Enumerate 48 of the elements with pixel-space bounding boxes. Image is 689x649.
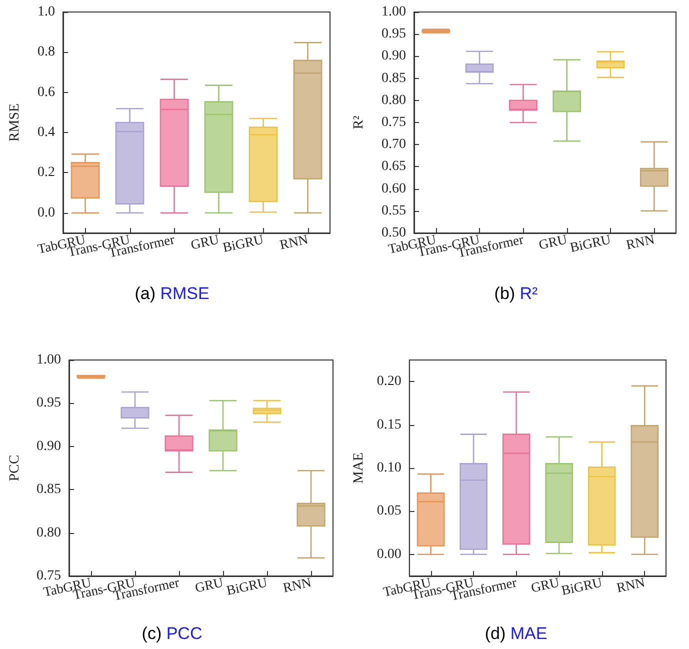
y-tick-label: 0.4 <box>38 125 55 140</box>
y-axis-title: RMSE <box>8 103 22 142</box>
y-tick-label: 0.8 <box>38 44 55 60</box>
y-tick-label: 0.05 <box>376 504 402 519</box>
y-axis-title: PCC <box>8 454 22 482</box>
x-tick-label: RNN <box>615 574 646 596</box>
y-tick-label: 1.00 <box>382 4 406 20</box>
x-tick-label: RNN <box>624 232 656 252</box>
y-tick-label: 0.85 <box>382 70 406 86</box>
y-tick-label: 0.2 <box>38 165 55 180</box>
y-tick-label: 0.65 <box>382 159 406 174</box>
y-tick-label: 0.95 <box>36 396 61 411</box>
y-tick-label: 0.15 <box>376 417 402 432</box>
y-tick-label: 0.85 <box>36 482 61 498</box>
y-tick-label: 0.80 <box>36 525 61 540</box>
y-tick-label: 0.55 <box>382 203 406 218</box>
y-axis-title: R² <box>352 116 366 130</box>
y-tick-label: 1.0 <box>38 4 55 20</box>
text: (c) PCC <box>142 624 202 643</box>
y-tick-label: 0.60 <box>382 181 406 196</box>
y-axis-title: MAE <box>352 452 366 484</box>
text: (b) R² <box>494 284 538 303</box>
y-tick-label: 0.6 <box>38 84 55 100</box>
y-tick-label: 1.00 <box>36 352 61 368</box>
y-tick-label: 0.80 <box>382 92 406 108</box>
x-tick-label: BiGRU <box>221 232 266 255</box>
y-tick-label: 0.20 <box>376 374 402 390</box>
x-tick-label: BiGRU <box>225 574 269 598</box>
text: (a) RMSE <box>134 284 210 303</box>
y-tick-label: 0.90 <box>382 48 406 64</box>
y-tick-label: 0.75 <box>382 115 406 130</box>
y-tick-label: 0.50 <box>382 226 406 240</box>
x-tick-label: RNN <box>278 232 310 252</box>
x-tick-label: RNN <box>282 574 313 596</box>
x-tick-label: GRU <box>189 232 221 252</box>
x-tick-label: BiGRU <box>560 574 604 598</box>
x-tick-label: BiGRU <box>568 232 612 255</box>
y-tick-label: 0.95 <box>382 26 406 42</box>
y-tick-label: 0.70 <box>382 137 406 152</box>
text: (d) MAE <box>484 624 548 643</box>
y-tick-label: 0.00 <box>376 546 402 562</box>
y-tick-label: 0.0 <box>38 205 55 220</box>
x-tick-label: GRU <box>530 574 561 596</box>
x-tick-label: GRU <box>537 232 569 252</box>
y-tick-label: 0.75 <box>36 568 61 584</box>
x-tick-label: GRU <box>194 574 225 596</box>
y-tick-label: 0.90 <box>36 438 61 454</box>
y-tick-label: 0.10 <box>376 460 402 476</box>
